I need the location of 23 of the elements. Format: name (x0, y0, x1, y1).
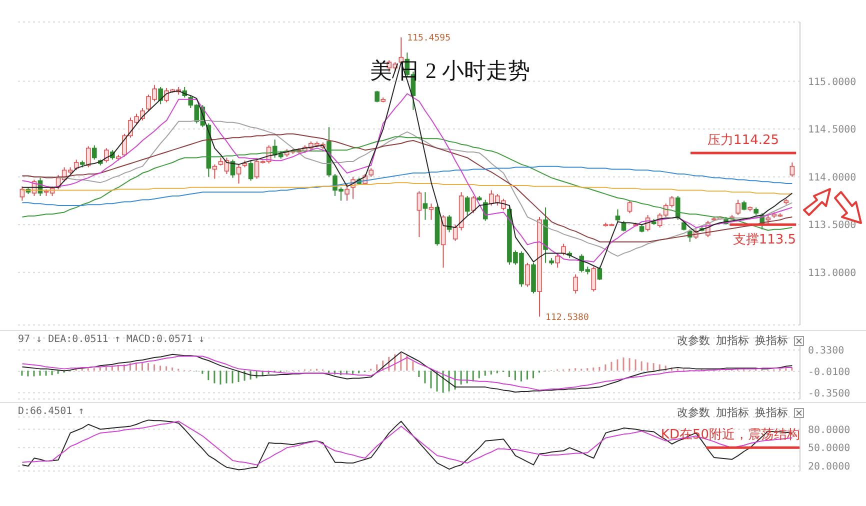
y-tick-label: 114.0000 (808, 172, 856, 184)
text: D:66.4501 ↑ (18, 406, 84, 417)
y-tick-label: -0.3500 (808, 388, 850, 400)
annotation: 改参数 (677, 333, 710, 348)
y-tick-label: -0.0100 (808, 366, 850, 378)
y-tick-label: 115.0000 (808, 76, 856, 88)
y-tick-label: 20.0000 (808, 462, 850, 473)
y-tick-label: 80.0000 (808, 424, 850, 436)
annotation: 改参数 (677, 405, 710, 420)
ref-line-label: 压力114.25 (708, 132, 780, 148)
y-tick-label: 50.0000 (808, 443, 850, 454)
annotation: 115.4595 (407, 34, 451, 44)
annotation: 加指标 (716, 405, 749, 420)
annotation: 换指标 (755, 405, 788, 420)
annotation: 加指标 (716, 333, 749, 348)
y-tick-label: 113.0000 (808, 268, 856, 279)
annotation: 112.5380 (546, 312, 589, 323)
y-tick-label: 113.5000 (808, 220, 856, 232)
y-tick-label: 0.3300 (808, 346, 844, 356)
annotation: 换指标 (755, 333, 788, 348)
annotation: 97 ↓ DEA:0.0511 ↑ MACD:0.0571 ↓ (18, 334, 205, 345)
ref-line-label: 支撑113.5 (732, 232, 796, 248)
y-tick-label: 114.5000 (808, 124, 856, 136)
